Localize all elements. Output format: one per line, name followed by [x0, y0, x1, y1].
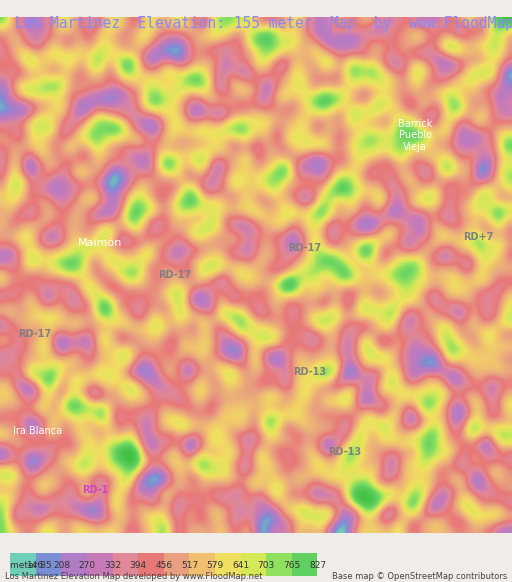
Bar — [241, 553, 266, 576]
Bar — [292, 553, 317, 576]
Bar — [113, 553, 138, 576]
Text: 270: 270 — [78, 561, 96, 570]
Text: RD-17: RD-17 — [158, 270, 191, 280]
Bar — [61, 553, 87, 576]
Text: Barrick
Pueblo
Vieja: Barrick Pueblo Vieja — [398, 119, 432, 152]
Text: RD-13: RD-13 — [328, 447, 361, 457]
Text: 827: 827 — [309, 561, 326, 570]
Text: RD-17: RD-17 — [288, 243, 322, 253]
Text: 208: 208 — [53, 561, 70, 570]
Bar — [10, 553, 36, 576]
Text: RD+7: RD+7 — [463, 232, 493, 243]
Text: 579: 579 — [206, 561, 224, 570]
Bar — [36, 553, 61, 576]
Text: 456: 456 — [155, 561, 173, 570]
Text: 146: 146 — [27, 561, 45, 570]
Bar — [138, 553, 164, 576]
Bar — [164, 553, 189, 576]
Text: meter 85: meter 85 — [10, 561, 52, 570]
Text: Base map © OpenStreetMap contributors: Base map © OpenStreetMap contributors — [332, 572, 507, 581]
Text: Maimón: Maimón — [78, 238, 122, 248]
Text: Los Martinez Elevation Map developed by www.FloodMap.net: Los Martinez Elevation Map developed by … — [5, 572, 263, 581]
Bar — [87, 553, 113, 576]
Text: RD-1: RD-1 — [82, 485, 108, 495]
Bar — [189, 553, 215, 576]
Text: RD-13: RD-13 — [293, 367, 327, 377]
Text: 641: 641 — [232, 561, 249, 570]
Text: RD-17: RD-17 — [18, 329, 52, 339]
Text: 332: 332 — [104, 561, 121, 570]
Text: 517: 517 — [181, 561, 198, 570]
Text: 765: 765 — [283, 561, 301, 570]
Text: 703: 703 — [258, 561, 275, 570]
Bar — [266, 553, 292, 576]
Text: Ira Blanca: Ira Blanca — [13, 425, 62, 435]
Text: Los Martinez  Elevation: 155 meter  Map  by  www.FloodMap.net (beta): Los Martinez Elevation: 155 meter Map by… — [15, 16, 512, 31]
Bar — [215, 553, 241, 576]
Text: 394: 394 — [130, 561, 147, 570]
